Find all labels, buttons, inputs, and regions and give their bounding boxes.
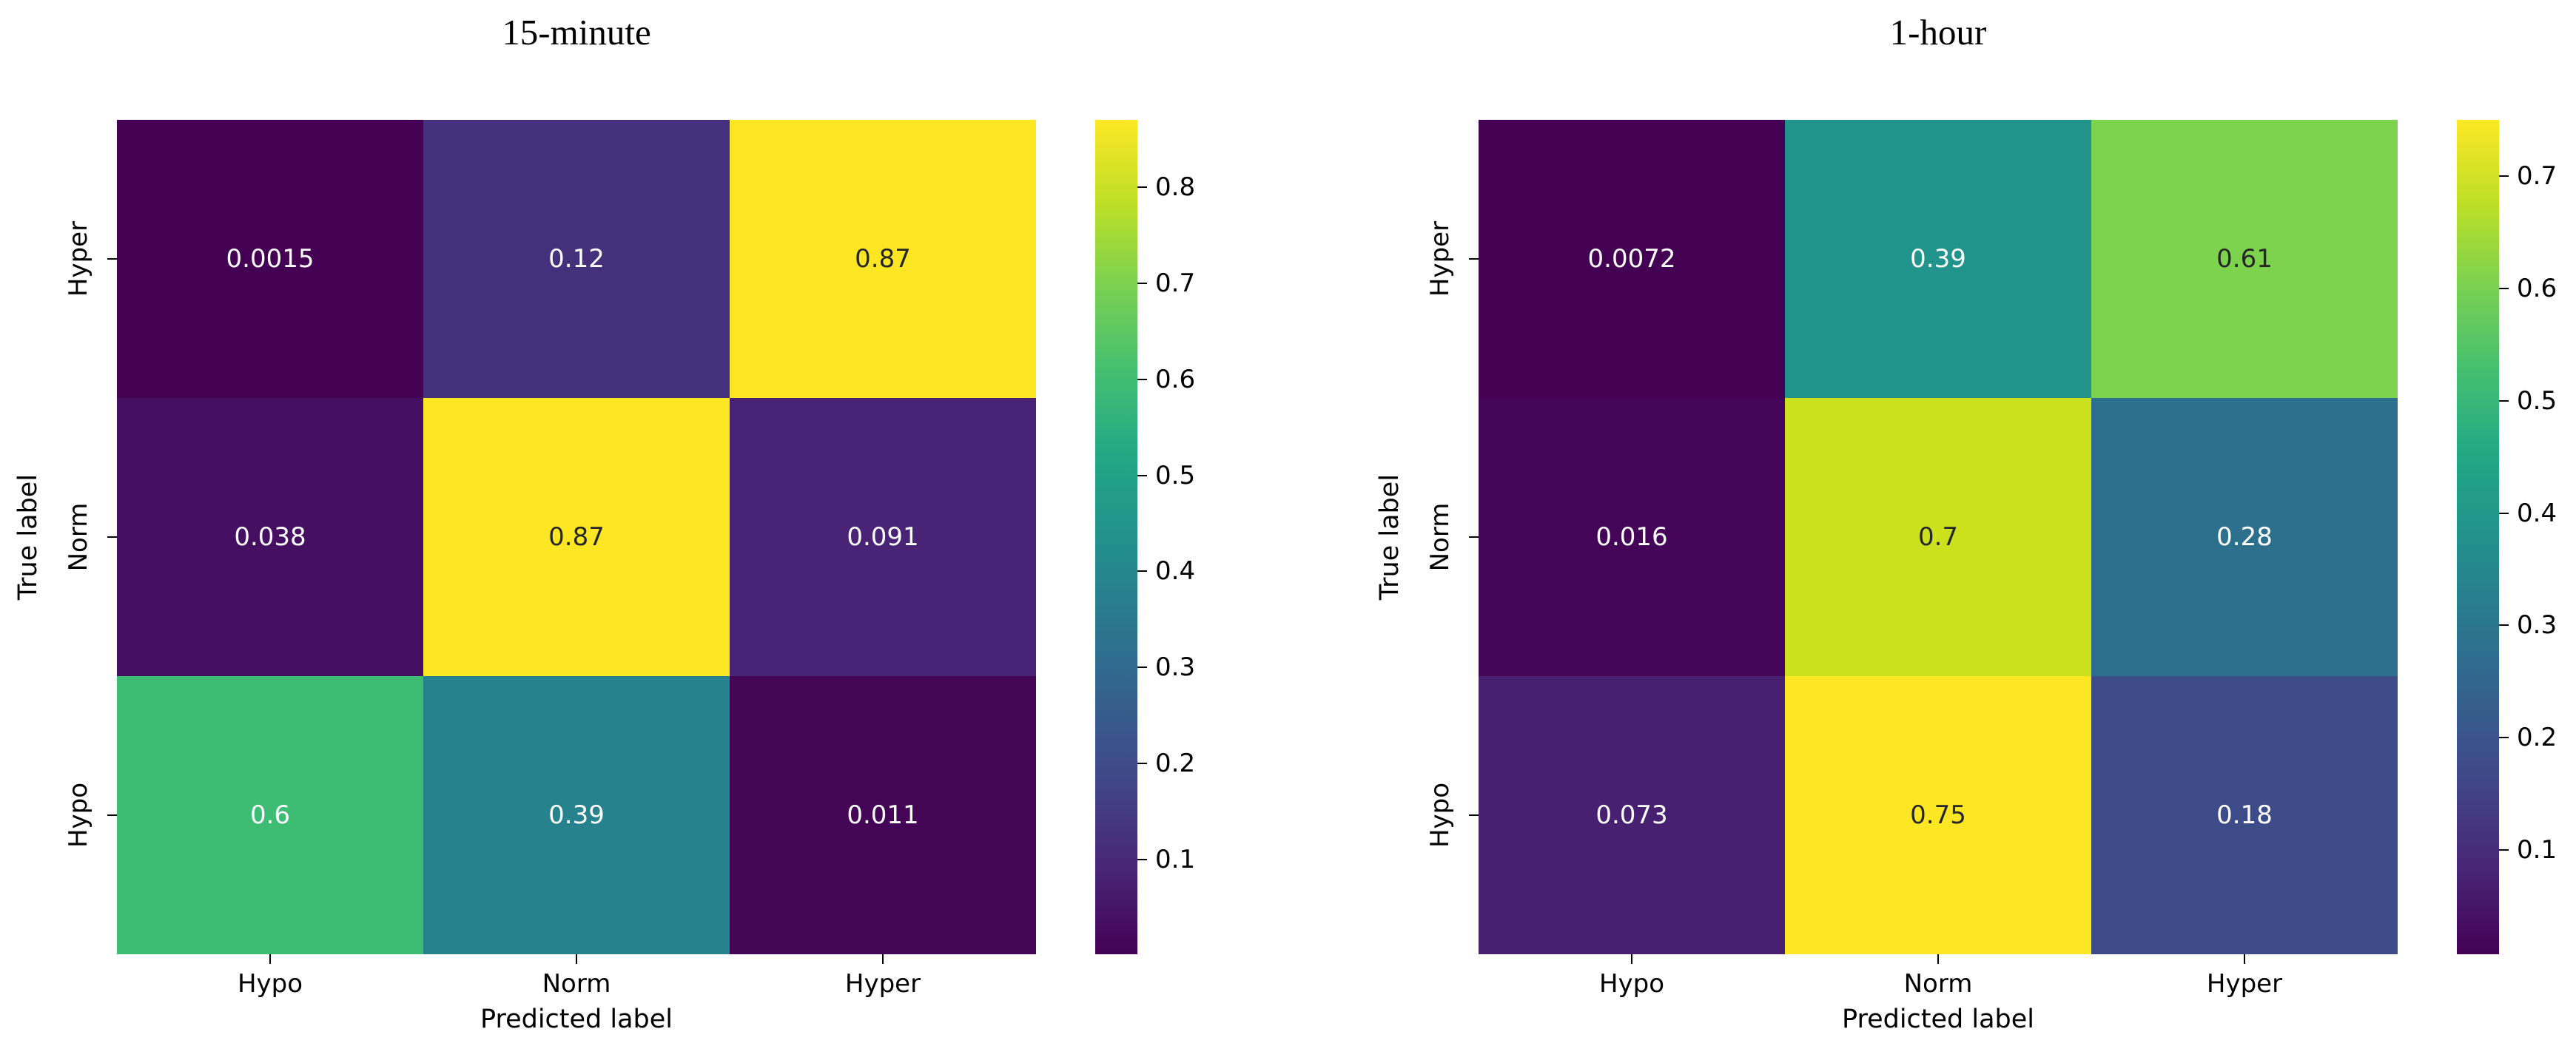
colorbar-tick-label-0.2: 0.2 (1155, 749, 1196, 779)
heatmap-grid: 0.0015 0.12 0.87 0.038 0.87 0.091 0.6 0.39 0.011 (117, 120, 1036, 954)
colorbar-tick-label-0.1: 0.1 (2517, 835, 2557, 865)
y-tick-label-hyper: Hyper (1425, 220, 1455, 297)
y-axis-label: True label (1375, 473, 1405, 601)
colorbar-tick-label-0.6: 0.6 (2517, 273, 2557, 303)
x-axis-label: Predicted label (1841, 1005, 2035, 1034)
heatmap-cell-hyper-hypo: 0.0015 (117, 120, 423, 398)
colorbar-tick-mark-0.8 (1137, 186, 1147, 188)
colorbar-tick-mark-0.2 (1137, 763, 1147, 765)
x-tick-mark-hypo (1631, 954, 1632, 964)
colorbar-tick-mark-0.1 (2499, 849, 2509, 851)
y-tick-mark-hyper (107, 258, 117, 260)
colorbar-tick-label-0.5: 0.5 (2517, 385, 2557, 416)
colorbar-tick-mark-0.1 (1137, 859, 1147, 861)
heatmap-cell-hypo-hypo: 0.6 (117, 676, 423, 954)
x-tick-mark-hyper (882, 954, 884, 964)
heatmap-cell-hyper-hyper: 0.87 (730, 120, 1036, 398)
heatmap-cell-hypo-hypo: 0.073 (1479, 676, 1785, 954)
colorbar-tick-label-0.3: 0.3 (2517, 610, 2557, 641)
y-tick-label-hypo: Hypo (1425, 782, 1455, 848)
colorbar-tick-label-0.8: 0.8 (1155, 172, 1196, 202)
x-tick-mark-hyper (2244, 954, 2245, 964)
colorbar-tick-mark-0.5 (2499, 399, 2509, 402)
colorbar-tick-label-0.3: 0.3 (1155, 652, 1196, 683)
x-tick-label-norm: Norm (1903, 969, 1973, 999)
y-tick-label-norm: Norm (64, 502, 93, 572)
x-tick-mark-norm (576, 954, 577, 964)
colorbar-tick-label-0.5: 0.5 (1155, 460, 1196, 490)
colorbar-tick-mark-0.6 (2499, 287, 2509, 289)
x-tick-label-norm: Norm (542, 969, 611, 999)
panel-title: 15-minute (502, 12, 651, 53)
x-tick-label-hypo: Hypo (237, 969, 303, 999)
panel-title: 1-hour (1889, 12, 1987, 53)
colorbar-tick-mark-0.7 (1137, 282, 1147, 284)
y-tick-label-norm: Norm (1425, 502, 1455, 572)
colorbar-tick-label-0.2: 0.2 (2517, 723, 2557, 753)
heatmap-cell-hypo-norm: 0.39 (423, 676, 730, 954)
y-tick-mark-hypo (107, 814, 117, 816)
y-tick-label-hyper: Hyper (64, 220, 93, 297)
x-tick-label-hypo: Hypo (1598, 969, 1665, 999)
heatmap-cell-norm-hypo: 0.038 (117, 398, 423, 676)
x-tick-mark-hypo (269, 954, 271, 964)
x-tick-label-hyper: Hyper (2206, 969, 2283, 999)
x-tick-mark-norm (1937, 954, 1939, 964)
y-tick-label-hypo: Hypo (64, 782, 93, 848)
colorbar-tick-mark-0.7 (2499, 175, 2509, 177)
y-tick-mark-norm (107, 536, 117, 538)
colorbar-gradient (1095, 120, 1137, 954)
heatmap-cell-hypo-hyper: 0.18 (2091, 676, 2398, 954)
heatmap-cell-norm-hyper: 0.28 (2091, 398, 2398, 676)
heatmap-cell-hyper-norm: 0.12 (423, 120, 730, 398)
x-axis-label: Predicted label (480, 1005, 673, 1034)
y-axis-label: True label (13, 473, 43, 601)
heatmap-cell-norm-norm: 0.87 (423, 398, 730, 676)
colorbar-tick-mark-0.4 (2499, 512, 2509, 514)
colorbar-tick-mark-0.2 (2499, 737, 2509, 739)
colorbar-tick-mark-0.3 (2499, 624, 2509, 627)
colorbar-tick-label-0.1: 0.1 (1155, 845, 1196, 875)
heatmap-cell-hyper-norm: 0.39 (1785, 120, 2091, 398)
colorbar-tick-label-0.7: 0.7 (2517, 161, 2557, 191)
heatmap-cell-hypo-hyper: 0.011 (730, 676, 1036, 954)
heatmap-grid: 0.0072 0.39 0.61 0.016 0.7 0.28 0.073 0.75 0.18 (1479, 120, 2398, 954)
colorbar-tick-label-0.6: 0.6 (1155, 364, 1196, 394)
colorbar-tick-label-0.4: 0.4 (2517, 498, 2557, 528)
x-tick-label-hyper: Hyper (844, 969, 921, 999)
heatmap-cell-norm-hyper: 0.091 (730, 398, 1036, 676)
colorbar-tick-mark-0.4 (1137, 570, 1147, 573)
heatmap-cell-hyper-hyper: 0.61 (2091, 120, 2398, 398)
heatmap-cell-hypo-norm: 0.75 (1785, 676, 2091, 954)
heatmap-cell-norm-norm: 0.7 (1785, 398, 2091, 676)
colorbar-tick-mark-0.6 (1137, 378, 1147, 380)
confusion-matrix-panel-1-hour: 1-hour 0.0072 0.39 0.61 0.016 0.7 0.28 0.073 0.… (1362, 0, 2576, 1063)
y-tick-mark-hypo (1469, 814, 1479, 816)
confusion-matrix-panel-15-minute: 15-minute 0.0015 0.12 0.87 0.038 0.87 0.091 0.… (13, 12, 1196, 1034)
colorbar-tick-mark-0.5 (1137, 474, 1147, 476)
y-tick-mark-norm (1469, 536, 1479, 538)
colorbar-gradient (2457, 120, 2499, 954)
heatmap-cell-norm-hypo: 0.016 (1479, 398, 1785, 676)
colorbar-tick-label-0.7: 0.7 (1155, 268, 1196, 298)
heatmap-cell-hyper-hypo: 0.0072 (1479, 120, 1785, 398)
colorbar-tick-label-0.4: 0.4 (1155, 556, 1196, 587)
colorbar-tick-mark-0.3 (1137, 667, 1147, 669)
y-tick-mark-hyper (1469, 258, 1479, 260)
